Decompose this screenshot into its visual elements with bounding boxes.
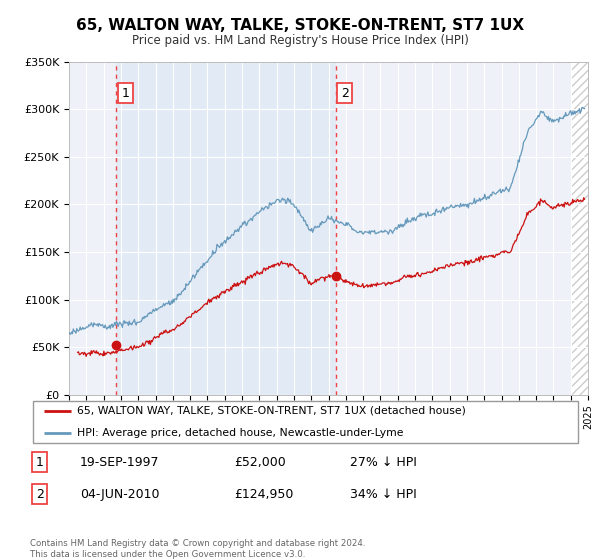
Text: 04-JUN-2010: 04-JUN-2010: [80, 488, 159, 501]
Bar: [571, 62, 588, 395]
Text: 34% ↓ HPI: 34% ↓ HPI: [350, 488, 417, 501]
FancyBboxPatch shape: [33, 401, 578, 444]
Text: 1: 1: [36, 456, 44, 469]
Text: 27% ↓ HPI: 27% ↓ HPI: [350, 456, 417, 469]
Text: HPI: Average price, detached house, Newcastle-under-Lyme: HPI: Average price, detached house, Newc…: [77, 428, 403, 438]
Text: 65, WALTON WAY, TALKE, STOKE-ON-TRENT, ST7 1UX (detached house): 65, WALTON WAY, TALKE, STOKE-ON-TRENT, S…: [77, 406, 466, 416]
Text: Price paid vs. HM Land Registry's House Price Index (HPI): Price paid vs. HM Land Registry's House …: [131, 34, 469, 46]
Bar: [116, 62, 336, 395]
Text: 19-SEP-1997: 19-SEP-1997: [80, 456, 159, 469]
Text: 65, WALTON WAY, TALKE, STOKE-ON-TRENT, ST7 1UX: 65, WALTON WAY, TALKE, STOKE-ON-TRENT, S…: [76, 18, 524, 33]
Text: 2: 2: [36, 488, 44, 501]
Text: £124,950: £124,950: [234, 488, 293, 501]
Text: 2: 2: [341, 87, 349, 100]
Text: £52,000: £52,000: [234, 456, 286, 469]
Text: 1: 1: [121, 87, 129, 100]
Text: Contains HM Land Registry data © Crown copyright and database right 2024.
This d: Contains HM Land Registry data © Crown c…: [30, 539, 365, 559]
